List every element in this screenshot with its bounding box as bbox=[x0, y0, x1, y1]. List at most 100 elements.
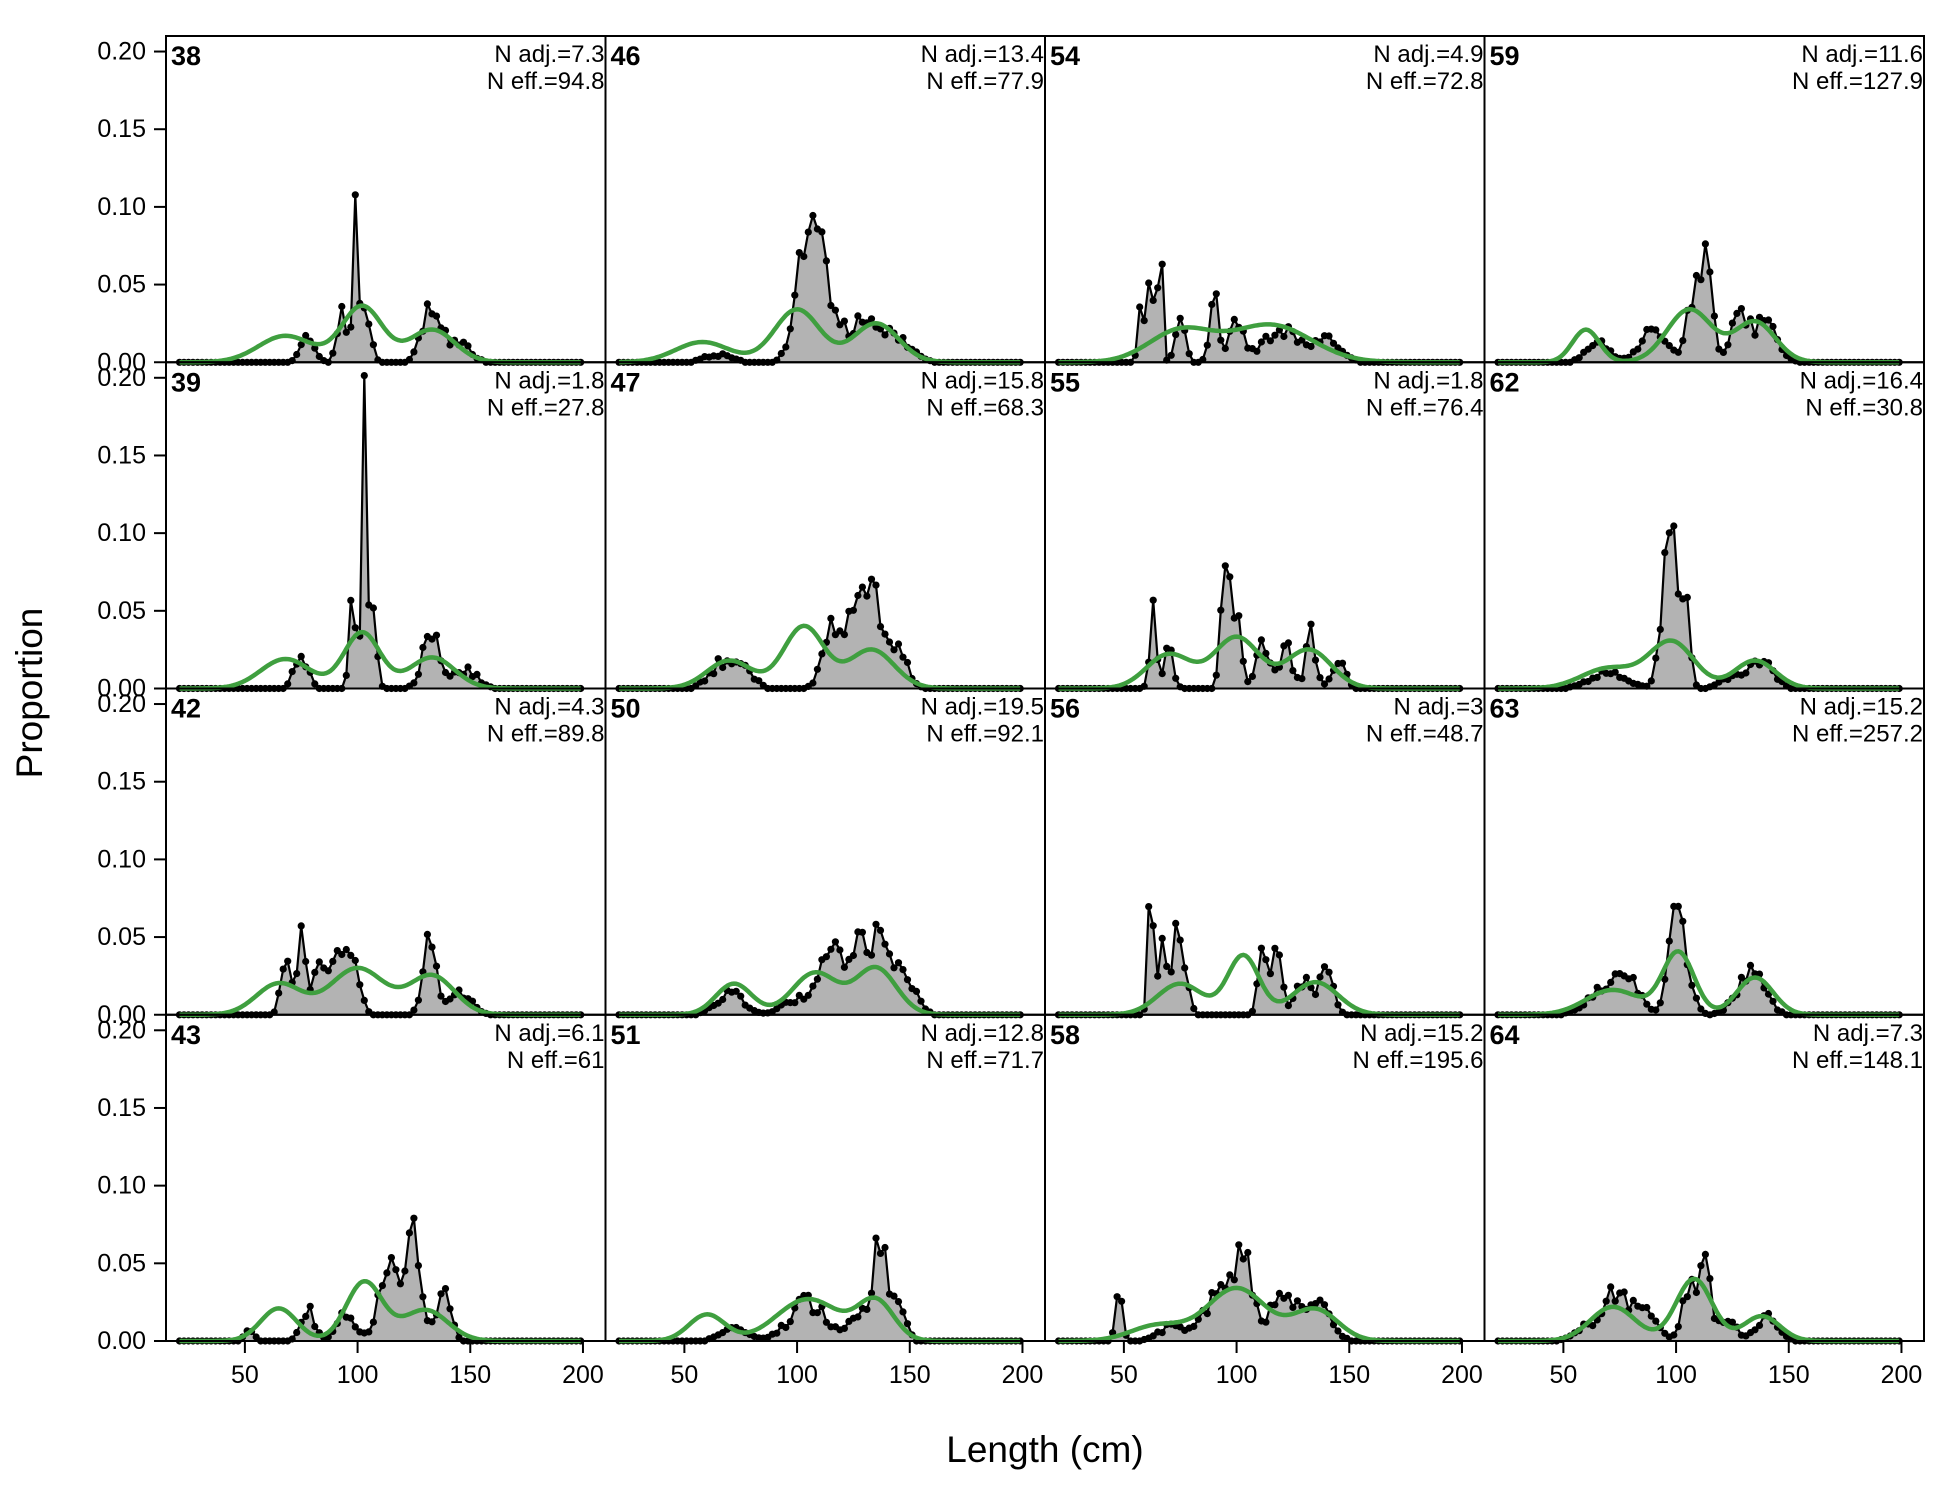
observed-point bbox=[1307, 342, 1315, 351]
observed-point bbox=[854, 312, 862, 320]
expected-line bbox=[179, 965, 581, 1017]
observed-point bbox=[1316, 973, 1324, 981]
observed-point bbox=[396, 1280, 404, 1288]
observed-line bbox=[1058, 263, 1460, 364]
observed-point bbox=[818, 650, 826, 658]
observed-point bbox=[1248, 672, 1256, 681]
observed-point bbox=[1634, 345, 1642, 353]
observed-point bbox=[324, 967, 332, 975]
y-tick-label: 0.20 bbox=[97, 38, 146, 66]
observed-point bbox=[1149, 296, 1157, 304]
observed-point bbox=[1248, 1007, 1256, 1015]
observed-area bbox=[1058, 1244, 1460, 1341]
observed-point bbox=[1701, 240, 1709, 248]
n-eff-label: N eff.=68.3 bbox=[926, 394, 1044, 421]
observed-area bbox=[619, 1238, 1021, 1341]
observed-point bbox=[342, 328, 350, 336]
observed-point bbox=[1226, 1271, 1234, 1279]
observed-point bbox=[827, 945, 835, 953]
observed-point bbox=[1724, 341, 1732, 349]
observed-point bbox=[1320, 963, 1329, 971]
observed-point bbox=[791, 999, 799, 1007]
observed-point bbox=[1158, 1329, 1166, 1337]
observed-point bbox=[464, 663, 472, 671]
observed-point bbox=[899, 966, 907, 974]
observed-point bbox=[1656, 999, 1664, 1007]
observed-point bbox=[881, 940, 889, 948]
observed-point bbox=[1706, 1275, 1714, 1283]
observed-point bbox=[1679, 917, 1687, 925]
observed-point bbox=[387, 1254, 395, 1262]
observed-point bbox=[1593, 673, 1601, 682]
observed-point bbox=[813, 665, 822, 673]
observed-point bbox=[1764, 316, 1773, 324]
observed-point bbox=[1325, 968, 1333, 976]
observed-point bbox=[876, 926, 885, 935]
panel-58: 58 N adj.=15.2N eff.=195.6 bbox=[1044, 1013, 1486, 1345]
observed-point bbox=[827, 614, 835, 623]
panel-50: 50 N adj.=19.5N eff.=92.1 bbox=[604, 687, 1046, 1019]
observed-point bbox=[876, 1249, 885, 1257]
observed-point bbox=[410, 1214, 418, 1222]
panel-id-label: 63 bbox=[1490, 694, 1520, 724]
observed-point bbox=[872, 920, 880, 928]
observed-point bbox=[437, 1290, 445, 1298]
observed-point bbox=[1643, 1000, 1651, 1008]
panel-63: 63 N adj.=15.2N eff.=257.2 bbox=[1483, 687, 1925, 1019]
observed-point bbox=[899, 1308, 907, 1316]
observed-point bbox=[1728, 1318, 1736, 1326]
observed-point bbox=[1697, 276, 1705, 284]
observed-point bbox=[1607, 978, 1615, 987]
observed-point bbox=[369, 604, 377, 612]
observed-point bbox=[1293, 1297, 1301, 1305]
observed-point bbox=[1154, 972, 1162, 980]
observed-point bbox=[410, 679, 418, 687]
observed-point bbox=[1320, 1301, 1329, 1309]
observed-point bbox=[1266, 970, 1274, 978]
panel-59: 59 N adj.=11.6N eff.=127.9 bbox=[1483, 35, 1925, 366]
observed-point bbox=[1751, 1326, 1759, 1334]
observed-point bbox=[1670, 1331, 1678, 1339]
observed-point bbox=[1679, 337, 1687, 345]
observed-line bbox=[179, 375, 581, 690]
observed-point bbox=[302, 331, 310, 340]
x-tick-label: 100 bbox=[776, 1361, 818, 1389]
observed-point bbox=[1320, 680, 1329, 688]
observed-point bbox=[885, 638, 894, 646]
observed-point bbox=[1316, 1296, 1324, 1304]
observed-area bbox=[619, 924, 1021, 1015]
observed-point bbox=[1244, 678, 1252, 686]
expected-line bbox=[1498, 638, 1900, 691]
n-eff-label: N eff.=77.9 bbox=[926, 68, 1044, 95]
observed-point bbox=[284, 957, 292, 965]
observed-point bbox=[1656, 625, 1664, 634]
observed-point bbox=[1652, 326, 1660, 334]
y-tick-label: 0.15 bbox=[97, 115, 146, 143]
observed-point bbox=[863, 592, 871, 600]
x-tick-label: 100 bbox=[337, 1361, 379, 1389]
observed-point bbox=[840, 963, 849, 971]
observed-point bbox=[872, 1234, 880, 1242]
y-tick-label: 0.15 bbox=[97, 441, 146, 469]
observed-point bbox=[1253, 347, 1261, 355]
observed-point bbox=[822, 953, 831, 961]
observed-point bbox=[1665, 529, 1673, 537]
n-adj-label: N adj.=11.6 bbox=[1801, 41, 1923, 68]
observed-point bbox=[351, 1323, 359, 1331]
observed-point bbox=[1221, 562, 1229, 570]
observed-point bbox=[1271, 1301, 1279, 1309]
observed-point bbox=[437, 992, 445, 1000]
observed-point bbox=[423, 300, 431, 308]
y-tick-label: 0.05 bbox=[97, 271, 146, 299]
observed-point bbox=[342, 945, 350, 954]
y-tick-label: 0.05 bbox=[97, 923, 146, 951]
x-tick-label: 150 bbox=[1768, 1361, 1810, 1389]
n-eff-label: N eff.=76.4 bbox=[1366, 394, 1484, 421]
observed-point bbox=[1275, 1289, 1283, 1297]
observed-point bbox=[1275, 951, 1283, 959]
y-tick-label: 0.05 bbox=[97, 1249, 146, 1277]
observed-point bbox=[1674, 1323, 1682, 1331]
observed-point bbox=[311, 680, 319, 688]
observed-point bbox=[311, 344, 319, 352]
observed-point bbox=[719, 663, 727, 672]
